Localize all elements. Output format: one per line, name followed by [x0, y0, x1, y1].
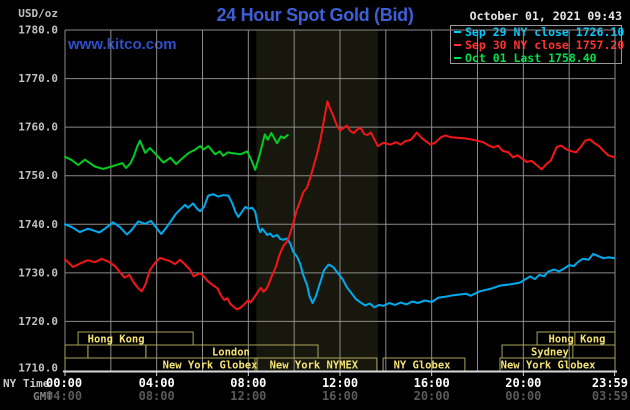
- y-tick-label: 1720.0: [18, 315, 58, 328]
- y-tick-label: 1750.0: [18, 169, 58, 182]
- x-tick-gmt: 00:00: [505, 389, 541, 403]
- legend-item-oct01: Oct 01 Last 1758.40: [454, 52, 621, 65]
- series-sep-29: [64, 193, 616, 309]
- x-tick-ny: 12:00: [322, 376, 358, 390]
- y-tick-label: 1760.0: [18, 121, 58, 134]
- legend-item-label: Sep 29 NY close 1726.10: [465, 25, 625, 39]
- legend-item-sep30: Sep 30 NY close 1757.20: [454, 38, 625, 52]
- session-box: [87, 344, 147, 359]
- y-tick-label: 1780.0: [18, 24, 58, 37]
- x-tick-gmt: 16:00: [322, 389, 358, 403]
- kitco-watermark-link[interactable]: www.kitco.com: [68, 36, 177, 53]
- x-tick-gmt: 08:00: [139, 389, 175, 403]
- x-tick-ny: 23:59: [592, 376, 628, 390]
- series-sep-30: [64, 100, 616, 311]
- session-label: NY Globex: [394, 360, 452, 372]
- session-label: Hong Kong: [549, 334, 606, 346]
- x-tick-ny: 00:00: [46, 376, 82, 390]
- x-tick-gmt: 03:59: [592, 389, 628, 403]
- session-label: Hong Kong: [88, 334, 145, 346]
- session-label: Sydney: [531, 347, 570, 359]
- legend-item-sep29: Sep 29 NY close 1726.10: [454, 25, 625, 39]
- gmt-row-label: GMT: [33, 390, 53, 403]
- y-tick-label: 1770.0: [18, 72, 58, 85]
- y-axis-unit: USD/oz: [18, 7, 58, 20]
- x-tick-gmt: 12:00: [230, 389, 266, 403]
- sep30-dash-icon: [454, 43, 461, 46]
- x-tick-ny: 20:00: [505, 376, 541, 390]
- nymex-session-shade: [256, 30, 379, 371]
- y-tick-label: 1740.0: [18, 218, 58, 231]
- x-tick-gmt: 04:00: [46, 389, 82, 403]
- session-box: [64, 344, 89, 359]
- x-tick-ny: 04:00: [139, 376, 175, 390]
- legend: Sep 29 NY close 1726.10 Sep 30 NY close …: [450, 25, 625, 65]
- timestamp: October 01, 2021 09:43: [469, 9, 622, 23]
- chart-title: 24 Hour Spot Gold (Bid): [216, 5, 414, 25]
- session-label: New York Globex: [501, 360, 597, 372]
- x-tick-ny: 08:00: [230, 376, 266, 390]
- sep29-dash-icon: [454, 30, 461, 33]
- series-oct-01: [64, 132, 289, 171]
- y-tick-label: 1710.0: [18, 362, 58, 375]
- legend-item-label: Sep 30 NY close 1757.20: [465, 38, 625, 52]
- ny-time-row-label: NY Time: [3, 377, 50, 390]
- x-tick-gmt: 20:00: [414, 389, 450, 403]
- oct01-dash-icon: [454, 56, 461, 59]
- y-tick-label: 1730.0: [18, 266, 58, 279]
- x-tick-ny: 16:00: [414, 376, 450, 390]
- session-label: New York Globex: [163, 360, 259, 372]
- session-label: London: [212, 347, 250, 359]
- legend-item-label: Oct 01 Last 1758.40: [465, 51, 597, 65]
- session-label: New York NYMEX: [270, 360, 359, 372]
